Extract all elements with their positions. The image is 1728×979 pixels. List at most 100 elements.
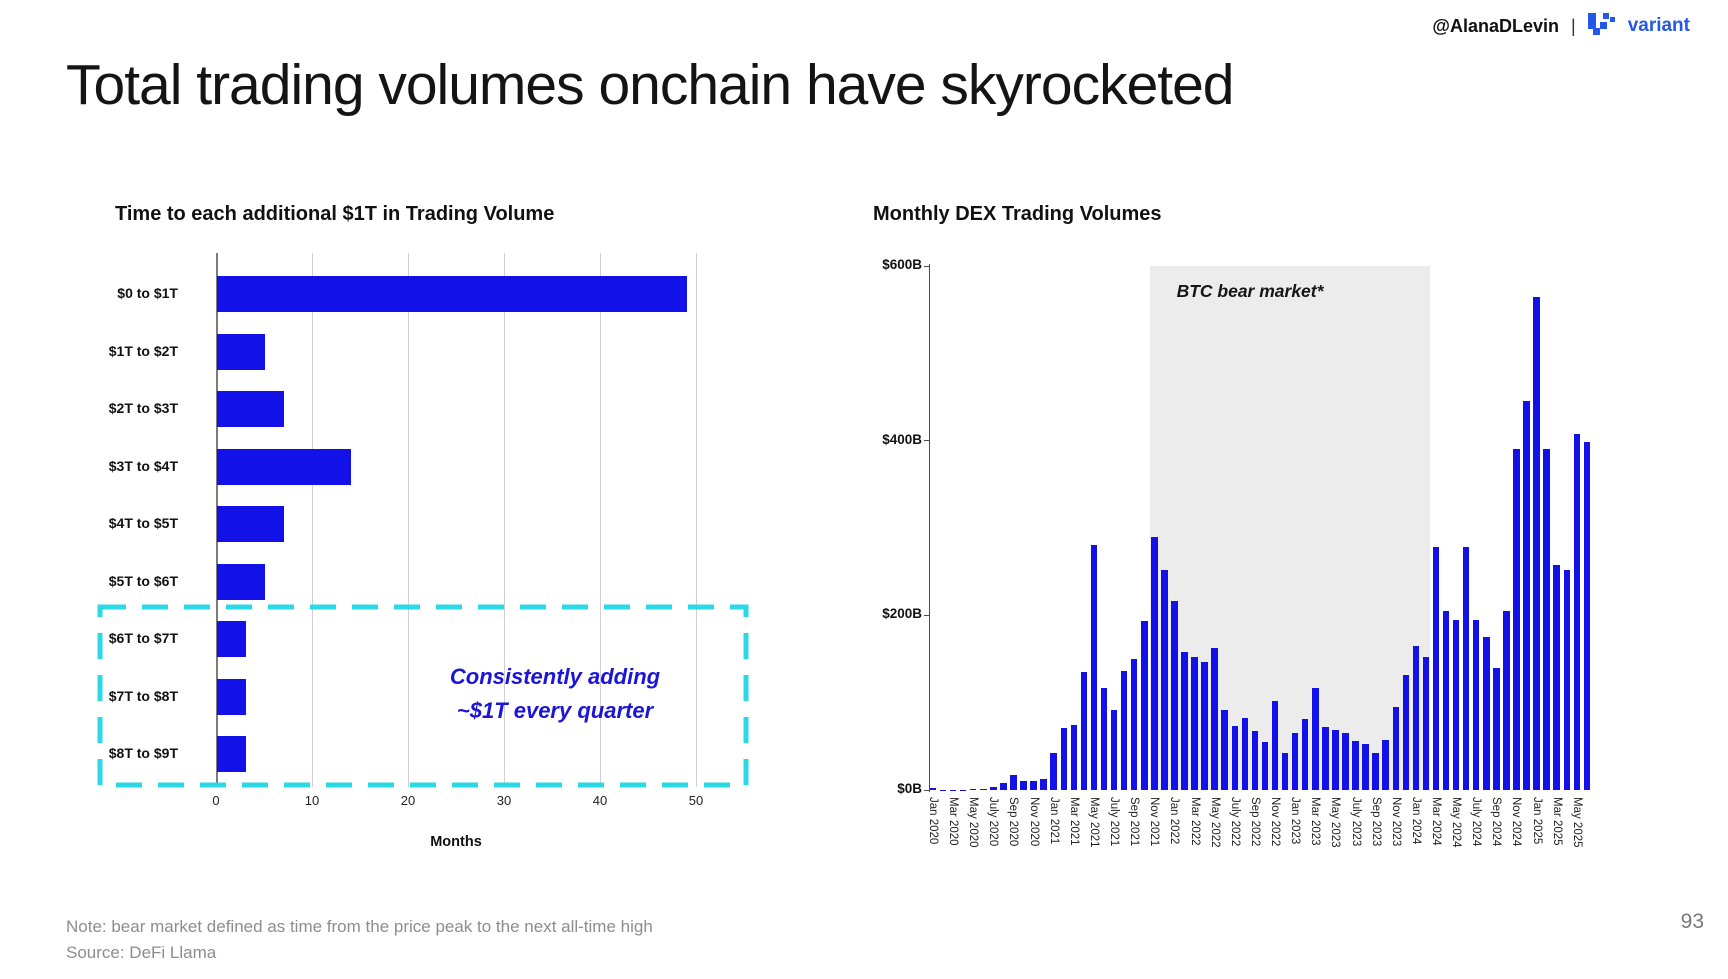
- bar: [1060, 727, 1068, 790]
- bar: [1100, 687, 1108, 790]
- bar: [217, 276, 688, 312]
- x-tick-label: Mar 2022: [1188, 797, 1201, 846]
- bar: [1161, 569, 1168, 790]
- bar: [217, 333, 265, 370]
- left-chart-title: Time to each additional $1T in Trading V…: [115, 203, 555, 225]
- bar: [1573, 433, 1581, 790]
- category-label: $5T to $6T: [108, 572, 178, 589]
- bar: [1281, 753, 1289, 790]
- bar: [1493, 667, 1500, 790]
- y-tick-label: $400B: [882, 431, 922, 447]
- x-tick-label: Mar 2025: [1550, 797, 1563, 846]
- gridline: [312, 253, 313, 787]
- x-tick-label: Jan 2025: [1530, 797, 1543, 845]
- bar: [217, 678, 246, 715]
- x-tick-label: Sep 2020: [1007, 797, 1020, 847]
- bar: [1352, 741, 1359, 790]
- bar: [1201, 661, 1208, 790]
- bar: [1382, 740, 1389, 790]
- x-tick-label: July 2022: [1228, 797, 1241, 847]
- page-number: 93: [1680, 910, 1704, 933]
- x-tick-label: Nov 2020: [1027, 797, 1040, 847]
- page-title: Total trading volumes onchain have skyro…: [66, 53, 1235, 117]
- bar: [1442, 610, 1450, 790]
- bar: [1533, 296, 1540, 790]
- bar: [1472, 619, 1480, 790]
- bar: [1291, 733, 1299, 790]
- x-tick-label: 10: [304, 793, 320, 808]
- category-label: $3T to $4T: [108, 457, 178, 474]
- category-label: $6T to $7T: [108, 630, 178, 646]
- annotation-line-2: ~$1T every quarter: [456, 698, 654, 723]
- bar: [1402, 674, 1410, 790]
- bar: [1020, 781, 1027, 790]
- y-tick-label: $0B: [897, 781, 922, 796]
- x-tick-label: Sep 2024: [1490, 797, 1503, 847]
- x-tick-label: July 2023: [1349, 797, 1362, 847]
- y-tick-mark: [924, 265, 929, 267]
- bar: [1050, 753, 1057, 790]
- brand-name: variant: [1627, 15, 1690, 36]
- y-tick-label: $600B: [882, 257, 922, 272]
- bar: [990, 786, 997, 790]
- x-tick-label: 20: [400, 793, 416, 808]
- bar: [1553, 564, 1560, 790]
- footer-source: Source: DeFi Llama: [66, 943, 217, 962]
- bar: [980, 788, 987, 790]
- y-axis-line: [216, 253, 218, 787]
- x-tick-label: 0: [212, 793, 220, 808]
- x-tick-label: July 2024: [1470, 797, 1483, 847]
- bar: [1070, 724, 1078, 790]
- gridline: [600, 253, 601, 787]
- x-tick-label: July 2020: [987, 797, 1000, 847]
- x-tick-label: Nov 2022: [1269, 797, 1282, 847]
- right-chart-title: Monthly DEX Trading Volumes: [873, 203, 1162, 225]
- bar: [1462, 547, 1470, 790]
- gridline: [408, 253, 409, 787]
- bar: [1392, 707, 1399, 790]
- bar: [1362, 743, 1369, 790]
- bar: [217, 448, 352, 485]
- bar: [1171, 601, 1178, 790]
- header: @AlanaDLevin | variant: [1432, 13, 1690, 39]
- footer-note: Note: bear market defined as time from t…: [66, 917, 653, 936]
- x-tick-label: Mar 2024: [1430, 797, 1442, 846]
- y-tick-mark: [924, 789, 929, 791]
- category-label: $2T to $3T: [108, 400, 178, 416]
- category-label: $0 to $1T: [117, 285, 178, 301]
- bar: [929, 788, 937, 790]
- x-tick-label: Jan 2024: [1409, 797, 1422, 845]
- x-tick-label: July 2021: [1108, 797, 1121, 847]
- bar: [217, 621, 246, 657]
- x-tick-label: Jan 2020: [927, 797, 939, 845]
- x-tick-label: 30: [496, 793, 512, 808]
- annotation-line-1: Consistently adding: [449, 664, 661, 689]
- bar: [1523, 401, 1530, 790]
- bar: [1130, 659, 1138, 790]
- bar: [1090, 545, 1098, 790]
- x-tick-label: May 2021: [1087, 797, 1100, 848]
- bar: [1261, 741, 1269, 790]
- y-axis-line: [928, 264, 930, 792]
- bar: [1211, 647, 1218, 790]
- bar: [1312, 687, 1319, 790]
- x-tick-label: Sep 2023: [1369, 797, 1382, 847]
- bar: [1000, 783, 1007, 790]
- bar: [1110, 709, 1118, 790]
- bar: [1452, 619, 1460, 790]
- bar: [1483, 637, 1490, 790]
- bar: [939, 789, 947, 790]
- x-tick-label: Mar 2021: [1067, 797, 1080, 846]
- bar: [217, 391, 285, 427]
- bar: [1080, 672, 1088, 790]
- y-tick-mark: [924, 614, 929, 616]
- category-label: $4T to $5T: [108, 515, 178, 531]
- bar: [1181, 652, 1188, 790]
- x-tick-label: May 2025: [1570, 797, 1583, 848]
- x-tick-label: Jan 2021: [1047, 797, 1060, 845]
- x-tick-label: 50: [688, 793, 704, 808]
- category-label: $1T to $2T: [108, 342, 178, 359]
- x-tick-label: Sep 2022: [1248, 797, 1261, 847]
